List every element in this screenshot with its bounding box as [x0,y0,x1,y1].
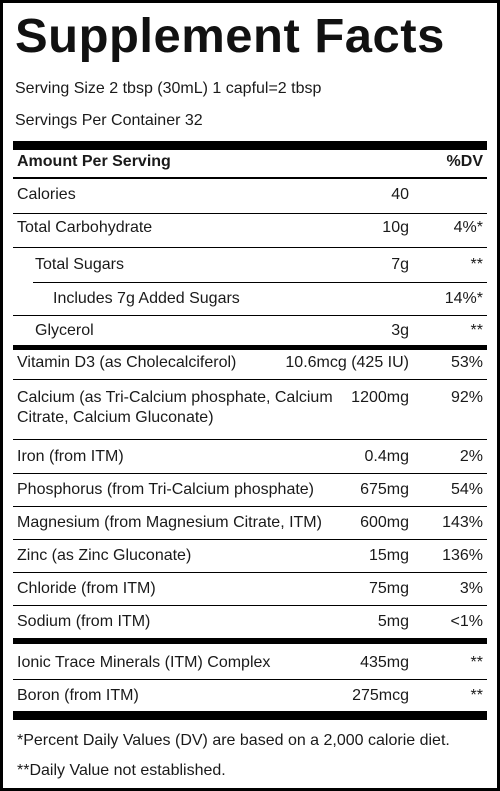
divider [13,473,487,474]
nutrient-dv: 14%* [444,290,483,307]
page-title: Supplement Facts [15,10,445,63]
footnote-not-established: **Daily Value not established. [17,762,226,779]
nutrient-dv: <1% [450,613,483,630]
nutrient-amount: 0.4mg [364,448,409,465]
thick-divider [13,141,487,150]
nutrient-dv: ** [470,256,483,273]
nutrient-dv: 54% [450,481,483,498]
amount-per-serving-label: Amount Per Serving [17,153,171,170]
nutrient-dv: 3% [459,580,483,597]
nutrient-amount: 3g [391,322,409,339]
nutrient-name: Chloride (from ITM) [17,580,156,597]
nutrient-name: Calories [17,186,76,203]
nutrient-name: Includes 7g Added Sugars [53,290,240,307]
divider [13,379,487,380]
nutrient-dv: 53% [450,354,483,371]
nutrient-amount: 275mcg [352,687,409,704]
divider [13,605,487,606]
divider [13,213,487,214]
nutrient-name: Zinc (as Zinc Gluconate) [17,547,192,564]
nutrient-name: Phosphorus (from Tri-Calcium phosphate) [17,481,315,498]
nutrient-amount: 600mg [360,514,409,531]
nutrient-name: Iron (from ITM) [17,448,124,465]
nutrient-amount: 75mg [368,580,409,597]
divider [13,572,487,573]
divider [13,679,487,680]
nutrient-name-line2: Citrate, Calcium Gluconate) [17,409,214,426]
divider [13,539,487,540]
nutrient-name: Vitamin D3 (as Cholecalciferol) [17,354,237,371]
nutrient-dv: ** [470,687,483,704]
nutrient-name: Ionic Trace Minerals (ITM) Complex [17,654,271,671]
dv-header-label: %DV [446,153,483,170]
thick-divider [13,345,487,350]
nutrient-amount: 15mg [368,547,409,564]
servings-per-container: Servings Per Container 32 [15,112,203,129]
divider [13,247,487,248]
nutrient-name: Magnesium (from Magnesium Citrate, ITM) [17,514,322,531]
nutrient-name: Glycerol [35,322,94,339]
nutrient-amount: 10.6mcg (425 IU) [285,354,409,371]
divider [13,506,487,507]
serving-size: Serving Size 2 tbsp (30mL) 1 capful=2 tb… [15,80,322,97]
nutrient-amount: 1200mg [351,389,409,406]
nutrient-dv: ** [470,654,483,671]
nutrient-amount: 7g [391,256,409,273]
nutrient-name: Sodium (from ITM) [17,613,151,630]
nutrient-amount: 10g [382,219,409,236]
divider [13,177,487,179]
nutrient-dv: ** [470,322,483,339]
footnote-dv: *Percent Daily Values (DV) are based on … [17,732,450,749]
nutrient-amount: 675mg [360,481,409,498]
divider [33,282,487,283]
nutrient-dv: 143% [442,514,483,531]
nutrient-dv: 92% [450,389,483,406]
nutrient-name: Boron (from ITM) [17,687,139,704]
nutrient-dv: 2% [459,448,483,465]
nutrient-dv: 4%* [453,219,483,236]
nutrient-amount: 5mg [377,613,409,630]
nutrient-name: Total Sugars [35,256,124,273]
thick-divider [13,711,487,720]
thick-divider [13,638,487,644]
nutrient-amount: 435mg [360,654,409,671]
nutrient-name: Total Carbohydrate [17,219,153,236]
nutrient-amount: 40 [391,186,409,203]
divider [13,315,487,316]
nutrient-dv: 136% [442,547,483,564]
divider [13,439,487,440]
nutrient-name: Calcium (as Tri-Calcium phosphate, Calci… [17,389,333,406]
